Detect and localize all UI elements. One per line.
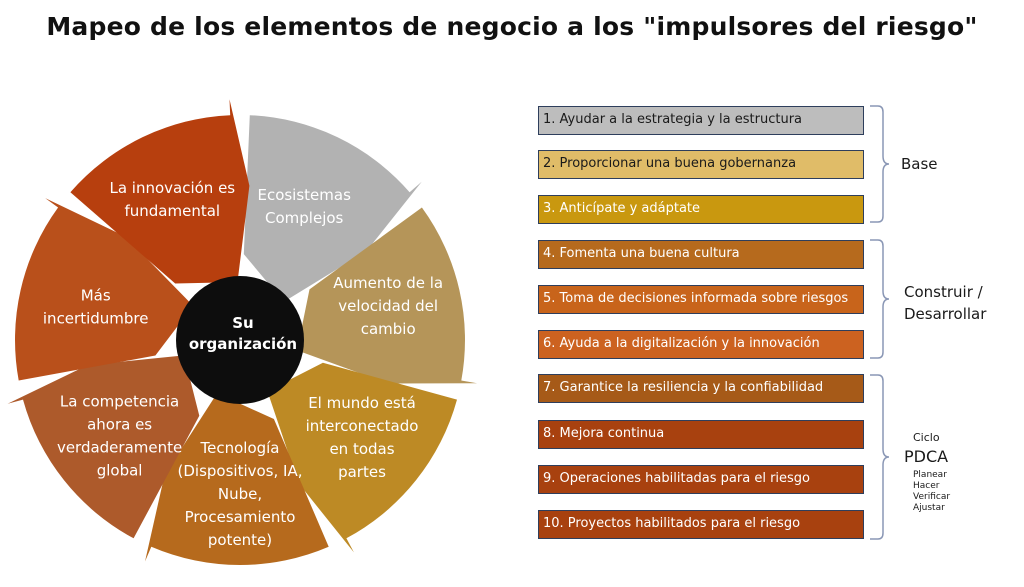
group-label-construir-line2: Desarrollar (904, 305, 987, 323)
pdca-step-planear: Planear (913, 470, 947, 480)
list-item-label: 6. Ayuda a la digitalización y la innova… (543, 336, 820, 351)
wheel-segment-ecosistemas (243, 115, 422, 302)
list-item-1: 1. Ayudar a la estrategia y la estructur… (538, 106, 864, 135)
center-label-line2: organización (189, 335, 297, 353)
list-item-label: 4. Fomenta una buena cultura (543, 246, 740, 261)
brace-pdca (870, 374, 890, 540)
list-item-8: 8. Mejora continua (538, 420, 864, 449)
wheel-segment-velocidad (297, 207, 478, 384)
list-item-5: 5. Toma de decisiones informada sobre ri… (538, 285, 864, 314)
group-label-pdca: PDCA (904, 447, 949, 466)
page-title: Mapeo de los elementos de negocio a los … (46, 12, 978, 41)
center-label-line1: Su (232, 314, 253, 332)
brace-base (870, 105, 890, 223)
list-item-7: 7. Garantice la resiliencia y la confiab… (538, 374, 864, 403)
group-label-ciclo: Ciclo (913, 431, 940, 444)
wheel-segment-label-interconectado: El mundo está interconectado en todas parte… (306, 394, 419, 481)
wheel-segment-interconectado (267, 362, 457, 553)
list-item-label: 3. Anticípate y adáptate (543, 201, 701, 216)
list-item-label: 8. Mejora continua (543, 426, 665, 441)
list-item-label: 7. Garantice la resiliencia y la confiab… (543, 380, 824, 395)
group-label-construir-line1: Construir / (904, 283, 983, 301)
list-item-4: 4. Fomenta una buena cultura (538, 240, 864, 269)
list-item-label: 10. Proyectos habilitados para el riesgo (543, 516, 801, 531)
pdca-step-ajustar: Ajustar (913, 503, 945, 513)
list-item-2: 2. Proporcionar una buena gobernanza (538, 150, 864, 179)
list-item-label: 9. Operaciones habilitadas para el riesg… (543, 471, 811, 486)
pdca-step-verificar: Verificar (913, 492, 951, 502)
group-label-base: Base (901, 155, 938, 173)
wheel-segment-label-innovacion: La innovación es fundamental (109, 179, 235, 220)
list-item-label: 1. Ayudar a la estrategia y la estructur… (543, 112, 803, 127)
wheel-segment-label-velocidad: Aumento de la velocidad del cambio (333, 274, 443, 338)
list-item-6: 6. Ayuda a la digitalización y la innova… (538, 330, 864, 359)
wheel-segment-incertidumbre (15, 198, 194, 381)
wheel-segment-tecnologia (145, 393, 329, 566)
brace-construir (870, 239, 890, 359)
risk-drivers-wheel: Ecosistemas Complejos Aumento de la velocid… (7, 99, 478, 566)
center-circle (176, 276, 304, 404)
list-item-label: 2. Proporcionar una buena gobernanza (543, 156, 797, 171)
list-item-label: 5. Toma de decisiones informada sobre ri… (543, 291, 849, 306)
wheel-segment-label-ecosistemas: Ecosistemas Complejos (257, 186, 351, 227)
list-item-9: 9. Operaciones habilitadas para el riesg… (538, 465, 864, 494)
wheel-segment-innovacion (70, 99, 250, 284)
wheel-segment-label-incertidumbre: Más incertidumbre (43, 287, 149, 328)
pdca-step-hacer: Hacer (913, 481, 940, 491)
wheel-segment-label-tecnologia: Tecnología (Dispositivos, IA, Nube, Procesa… (178, 439, 303, 549)
wheel-segment-competencia (7, 355, 200, 539)
list-item-10: 10. Proyectos habilitados para el riesgo (538, 510, 864, 539)
list-item-3: 3. Anticípate y adáptate (538, 195, 864, 224)
wheel-segment-label-competencia: La competencia ahora es verdaderamente glob… (57, 393, 182, 480)
